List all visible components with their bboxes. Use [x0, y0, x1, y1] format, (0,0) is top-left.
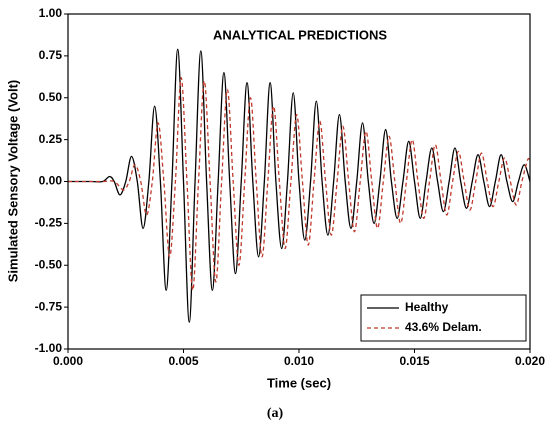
y-tick-label: -0.75 [35, 299, 63, 313]
y-axis-label: Simulated Sensory Voltage (Volt) [5, 80, 20, 283]
x-tick-label: 0.010 [284, 354, 314, 368]
x-tick-label: 0.015 [399, 354, 429, 368]
legend-label: Healthy [405, 300, 449, 314]
plot-area [68, 48, 530, 323]
y-tick-label: -0.25 [35, 216, 63, 230]
legend-label: 43.6% Delam. [405, 320, 482, 334]
y-tick-label: 0.00 [39, 174, 63, 188]
plot-frame [67, 13, 531, 350]
legend-box [360, 294, 527, 342]
x-tick-label: 0.000 [53, 354, 83, 368]
y-tick-label: -1.00 [35, 341, 63, 355]
y-tick-label: 0.25 [39, 132, 63, 146]
y-tick-label: 1.00 [39, 6, 63, 20]
y-tick-label: 0.50 [39, 90, 63, 104]
series-line [68, 48, 530, 323]
y-tick-label: -0.50 [35, 257, 63, 271]
x-tick-label: 0.005 [168, 354, 198, 368]
chart-title: ANALYTICAL PREDICTIONS [213, 27, 387, 42]
x-axis-label: Time (sec) [267, 375, 331, 390]
x-tick-label: 0.020 [515, 354, 545, 368]
caption: (a) [267, 406, 284, 421]
series-line [68, 76, 530, 292]
y-tick-label: 0.75 [39, 48, 63, 62]
